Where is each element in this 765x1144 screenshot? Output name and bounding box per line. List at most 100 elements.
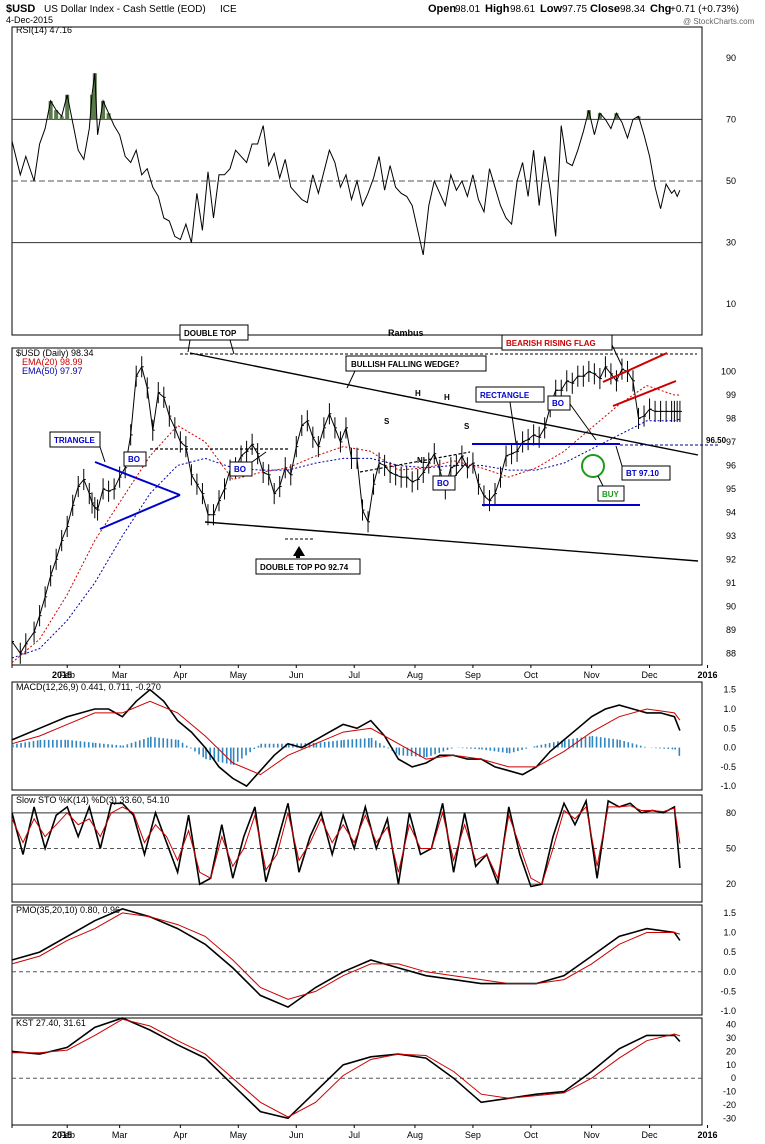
macd-histogram-bar: [236, 747, 239, 762]
exchange: ICE: [220, 4, 237, 15]
price-panel-frame: [11, 347, 703, 666]
macd-histogram-bar: [162, 738, 165, 748]
macd-histogram-bar: [410, 747, 413, 757]
macd-histogram-bar: [177, 739, 180, 748]
macd-histogram-bar: [584, 736, 587, 748]
macd-histogram-bar: [12, 744, 14, 748]
kst-panel-ytick: -10: [723, 1087, 736, 1097]
x-axis-label: Mar: [112, 1130, 128, 1140]
price-panel-ytick: 96: [726, 460, 736, 470]
macd-histogram-bar: [323, 742, 326, 748]
macd-histogram-bar: [470, 747, 472, 749]
close-value: 98.34: [620, 4, 645, 15]
macd-histogram-bar: [245, 747, 247, 756]
macd-histogram-bar: [481, 747, 483, 750]
panel-reference-lines: [12, 118, 702, 1079]
x-axis-label: Jul: [348, 670, 360, 680]
macd-histogram-bar: [328, 741, 330, 748]
macd-histogram-bar: [213, 747, 216, 761]
macd-histogram-bar: [639, 745, 642, 748]
macd-histogram-bar: [312, 743, 315, 748]
macd-panel-ytick: 0.0: [723, 743, 736, 753]
macd-histogram-bar: [548, 743, 551, 748]
macd-histogram-bar: [181, 742, 184, 748]
x-axis-label: Sep: [465, 1130, 481, 1140]
macd-histogram-bar: [398, 747, 400, 756]
macd-histogram-bar: [359, 738, 362, 748]
pmo-panel-ytick: 0.5: [723, 947, 736, 957]
ema20-legend: EMA(20) 98.99: [22, 357, 83, 367]
hs-right-shoulder: S: [464, 422, 470, 431]
macd-histogram-bar: [272, 743, 275, 748]
pmo-panel-ytick: -1.0: [720, 1006, 736, 1016]
macd-histogram-bar: [60, 739, 62, 748]
macd-histogram-bar: [43, 739, 46, 748]
x-axis-label: Dec: [642, 1130, 659, 1140]
x-axis-label: Nov: [584, 670, 601, 680]
macd-histogram-bar: [521, 747, 523, 750]
x-axis-label: Sep: [465, 670, 481, 680]
x-axis-label: Aug: [407, 670, 423, 680]
macd-histogram-bar: [119, 745, 122, 748]
macd-histogram-bar: [370, 737, 373, 748]
stochastic-panel-series--k: [11, 798, 681, 888]
macd-histogram-bar: [612, 738, 614, 748]
pmo-panel-ytick: 1.0: [723, 928, 736, 938]
rsi-panel-ytick: 30: [726, 238, 736, 248]
price-panel-ytick: 99: [726, 390, 736, 400]
x-axis-label: May: [230, 670, 248, 680]
macd-histogram-bar: [474, 747, 476, 750]
x-axis-label: Apr: [173, 670, 187, 680]
macd-histogram-bar: [32, 741, 35, 748]
pmo-panel-ytick: 1.5: [723, 908, 736, 918]
instrument-name: US Dollar Index - Cash Settle (EOD): [44, 4, 206, 15]
macd-histogram-bar: [158, 737, 160, 748]
macd-histogram-bar: [56, 739, 58, 748]
macd-histogram-bar: [241, 747, 243, 759]
x-axis-label: Feb: [59, 670, 75, 680]
price-panel-ytick: 91: [726, 578, 736, 588]
macd-histogram-bar: [485, 747, 487, 751]
macd-histogram-bar: [154, 737, 156, 748]
macd-histogram-bar: [87, 742, 90, 748]
rsi-panel-ytick: 50: [726, 176, 736, 186]
pmo-panel-series-signal: [11, 912, 681, 1000]
macd-histogram-bar: [257, 745, 260, 748]
macd-histogram-bar: [260, 743, 262, 748]
macd-histogram-bar: [75, 740, 78, 748]
buy-label: BUY: [602, 490, 620, 499]
macd-panel-ytick: 1.5: [723, 685, 736, 695]
macd-histogram-bar: [355, 738, 358, 748]
symbol: $USD: [6, 3, 35, 15]
macd-histogram-bar: [493, 747, 496, 752]
author: Rambus: [388, 328, 424, 338]
macd-histogram-bar: [599, 737, 602, 748]
macd-histogram-bar: [225, 747, 228, 764]
macd-histogram-bar: [185, 745, 188, 748]
macd-histogram-bar: [24, 742, 27, 748]
low-value: 97.75: [562, 4, 587, 15]
kst-panel-ytick: 40: [726, 1020, 736, 1030]
macd-histogram-bar: [552, 742, 555, 748]
macd-histogram-bar: [591, 736, 594, 748]
macd-histogram-bar: [678, 747, 681, 756]
ema50-legend: EMA(50) 97.97: [22, 366, 83, 376]
price-panel-ytick: 94: [726, 507, 736, 517]
neckline-label: NL: [417, 456, 428, 465]
macd-histogram-bar: [631, 743, 634, 748]
macd-histogram-bar: [143, 738, 145, 748]
rsi-legend: RSI(14) 47.16: [16, 25, 72, 35]
rsi-panel-series-rsi-14-: [11, 73, 681, 256]
kst-legend: KST 27.40, 31.61: [16, 1018, 86, 1028]
macd-histogram-bar: [122, 745, 124, 748]
macd-histogram-bar: [580, 737, 583, 748]
rsi-panel-ytick: 10: [726, 299, 736, 309]
macd-histogram-bar: [374, 740, 377, 748]
bo-hs-label: BO: [437, 479, 449, 488]
macd-histogram-bar: [430, 747, 432, 756]
kst-panel-ytick: -20: [723, 1100, 736, 1110]
macd-histogram-bar: [343, 739, 345, 748]
kst-panel-ytick: 10: [726, 1060, 736, 1070]
bo-rectangle-label: BO: [552, 399, 564, 408]
macd-histogram-bar: [419, 747, 421, 757]
